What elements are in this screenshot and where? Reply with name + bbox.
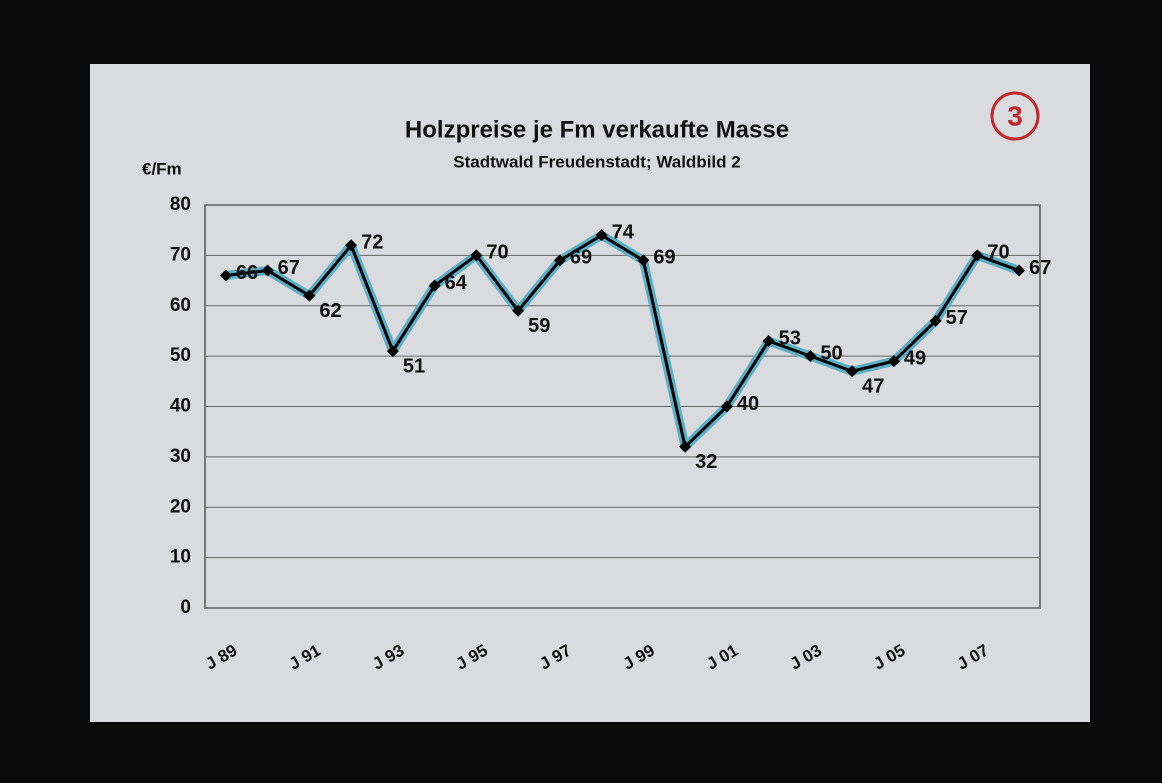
data-label: 62 xyxy=(319,300,341,322)
marker xyxy=(303,289,316,302)
y-tick-label: 60 xyxy=(170,295,191,316)
data-label: 66 xyxy=(236,262,258,284)
marker xyxy=(219,269,232,282)
badge: 3 xyxy=(1007,100,1023,131)
marker xyxy=(1013,264,1026,277)
data-label: 40 xyxy=(737,393,759,415)
data-label: 70 xyxy=(987,242,1009,264)
marker xyxy=(428,279,441,292)
data-label: 57 xyxy=(946,307,968,329)
data-label: 49 xyxy=(904,347,926,369)
badge-circle xyxy=(990,91,1040,141)
marker xyxy=(846,365,859,378)
y-tick-label: 0 xyxy=(180,597,191,618)
y-tick-label: 50 xyxy=(170,345,191,366)
y-tick-label: 30 xyxy=(170,446,191,467)
marker xyxy=(386,345,399,358)
card xyxy=(90,64,1090,722)
data-label: 69 xyxy=(653,247,675,269)
marker xyxy=(887,355,900,368)
data-label: 51 xyxy=(403,355,425,377)
marker xyxy=(804,350,817,363)
y-tick-label: 10 xyxy=(170,547,191,568)
marker xyxy=(720,400,733,413)
y-tick-label: 20 xyxy=(170,496,191,517)
data-label: 70 xyxy=(486,242,508,264)
data-label: 64 xyxy=(445,272,468,294)
data-label: 67 xyxy=(1029,257,1051,279)
line xyxy=(225,233,1020,449)
marker xyxy=(637,254,650,267)
marker xyxy=(595,229,608,242)
y-tick-label: 80 xyxy=(170,194,191,215)
chart-subtitle: Stadtwald Freudenstadt; Waldbild 2 xyxy=(453,152,740,171)
data-label: 72 xyxy=(361,232,383,254)
data-label: 59 xyxy=(528,315,550,337)
data-label: 67 xyxy=(278,257,300,279)
marker xyxy=(553,254,566,267)
data-label: 32 xyxy=(695,451,717,473)
data-label: 53 xyxy=(779,327,801,349)
y-tick-label: 70 xyxy=(170,244,191,265)
marker xyxy=(762,335,775,348)
y-axis-label: €/Fm xyxy=(142,159,182,178)
marker xyxy=(512,304,525,317)
marker xyxy=(261,264,274,277)
marker xyxy=(971,249,984,262)
data-label: 74 xyxy=(612,222,635,244)
marker xyxy=(470,249,483,262)
data-label: 69 xyxy=(570,247,592,269)
y-tick-label: 40 xyxy=(170,396,191,417)
data-label: 47 xyxy=(862,376,884,398)
marker xyxy=(345,239,358,252)
marker xyxy=(679,440,692,453)
data-label: 50 xyxy=(820,342,842,364)
chart-title: Holzpreise je Fm verkaufte Masse xyxy=(405,116,789,143)
marker xyxy=(929,314,942,327)
